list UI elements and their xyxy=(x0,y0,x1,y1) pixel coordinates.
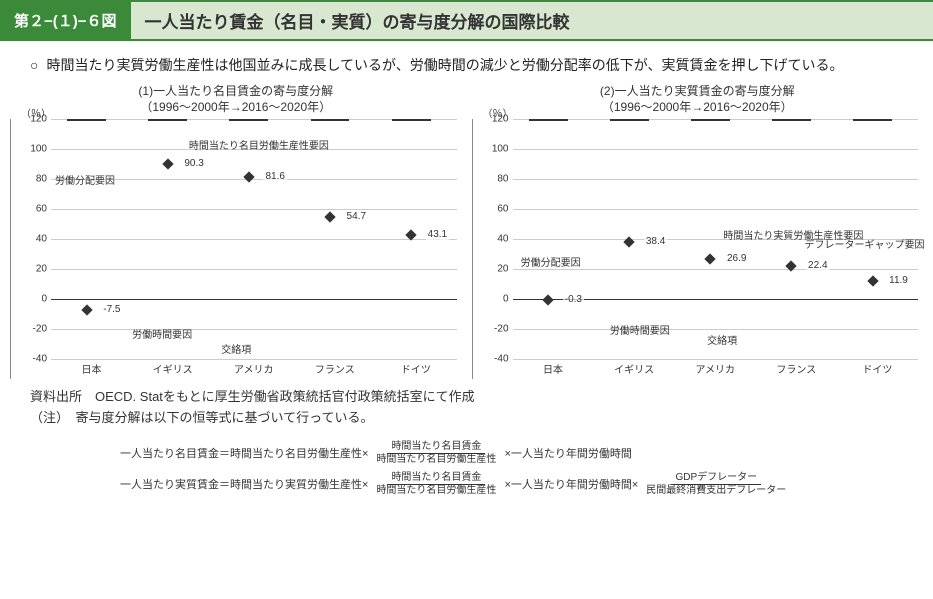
note-line: （注） 寄与度分解は以下の恒等式に基づいて行っている。 xyxy=(30,408,913,429)
y-tick: 80 xyxy=(13,174,47,185)
total-marker xyxy=(81,305,92,316)
total-marker xyxy=(786,260,797,271)
plot-area: -40-20020406080100120-7.590.381.654.743.… xyxy=(51,119,457,359)
total-value-label: 22.4 xyxy=(806,260,829,271)
total-value-label: -0.3 xyxy=(563,294,584,305)
bar-segment-cross xyxy=(691,119,730,121)
chart-right-title: (2)一人当たり実質賃金の寄与度分解（1996～2000年→2016～2020年… xyxy=(472,84,924,115)
y-tick: 100 xyxy=(13,144,47,155)
lead-text: 時間当たり実質労働生産性は他国並みに成長しているが、労働時間の減少と労働分配率の… xyxy=(0,41,933,84)
total-marker xyxy=(543,294,554,305)
chart-right: (2)一人当たり実質賃金の寄与度分解（1996～2000年→2016～2020年… xyxy=(472,84,924,379)
y-tick: 40 xyxy=(13,234,47,245)
source-line: 資料出所 OECD. Statをもとに厚生労働省政策統括官付政策統括室にて作成 xyxy=(30,387,913,408)
bar-slot: 54.7 xyxy=(294,119,375,359)
series-label: 労働分配要因 xyxy=(521,254,581,269)
total-marker xyxy=(324,211,335,222)
total-marker xyxy=(162,158,173,169)
x-label: 日本 xyxy=(51,361,132,379)
series-label: 交絡項 xyxy=(707,332,737,347)
total-value-label: 54.7 xyxy=(345,211,368,222)
total-value-label: 90.3 xyxy=(182,158,205,169)
total-value-label: 43.1 xyxy=(426,229,449,240)
x-axis: 日本イギリスアメリカフランスドイツ xyxy=(513,361,919,379)
y-tick: 0 xyxy=(13,294,47,305)
total-marker xyxy=(405,229,416,240)
chart-left: (1)一人当たり名目賃金の寄与度分解（1996～2000年→2016～2020年… xyxy=(10,84,462,379)
x-label: イギリス xyxy=(132,361,213,379)
y-tick: 40 xyxy=(475,234,509,245)
formula-2: 一人当たり実質賃金＝時間当たり実質労働生産性× 時間当たり名目賃金時間当たり名目… xyxy=(120,472,893,497)
series-label: デフレーターギャップ要因 xyxy=(804,236,924,251)
charts-container: (1)一人当たり名目賃金の寄与度分解（1996～2000年→2016～2020年… xyxy=(0,84,933,379)
y-tick: 60 xyxy=(13,204,47,215)
total-value-label: 26.9 xyxy=(725,253,748,264)
y-tick: 0 xyxy=(475,294,509,305)
x-axis: 日本イギリスアメリカフランスドイツ xyxy=(51,361,457,379)
source-block: 資料出所 OECD. Statをもとに厚生労働省政策統括官付政策統括室にて作成 … xyxy=(0,379,933,431)
x-label: イギリス xyxy=(594,361,675,379)
bars: -7.5 90.3 81.6 54.7 43.1 xyxy=(51,119,457,359)
bar-slot: 90.3 xyxy=(132,119,213,359)
bar-segment-cross xyxy=(853,119,892,121)
x-label: アメリカ xyxy=(675,361,756,379)
y-tick: -20 xyxy=(13,324,47,335)
bar-segment-cross xyxy=(610,119,649,121)
y-tick: 60 xyxy=(475,204,509,215)
total-value-label: 11.9 xyxy=(887,275,910,286)
chart-left-title: (1)一人当たり名目賃金の寄与度分解（1996～2000年→2016～2020年… xyxy=(10,84,462,115)
bar-segment-cross xyxy=(772,119,811,121)
total-marker xyxy=(243,171,254,182)
bar-segment-cross xyxy=(311,119,350,121)
total-value-label: -7.5 xyxy=(101,304,122,315)
total-marker xyxy=(705,253,716,264)
y-tick: 100 xyxy=(475,144,509,155)
x-label: アメリカ xyxy=(213,361,294,379)
series-label: 交絡項 xyxy=(221,341,251,356)
series-label: 労働時間要因 xyxy=(610,322,670,337)
series-label: 労働分配要因 xyxy=(55,172,115,187)
y-tick: 120 xyxy=(475,114,509,125)
plot-area: -40-20020406080100120-0.338.426.922.411.… xyxy=(513,119,919,359)
bar-segment-cross xyxy=(529,119,568,121)
bar-segment-cross xyxy=(148,119,187,121)
formula-1: 一人当たり名目賃金＝時間当たり名目労働生産性× 時間当たり名目賃金時間当たり名目… xyxy=(120,441,893,466)
y-tick: 20 xyxy=(13,264,47,275)
bar-slot: 81.6 xyxy=(213,119,294,359)
y-tick: 80 xyxy=(475,174,509,185)
y-tick: -40 xyxy=(475,354,509,365)
x-label: ドイツ xyxy=(837,361,918,379)
figure-title: 一人当たり賃金（名目・実質）の寄与度分解の国際比較 xyxy=(131,2,933,39)
series-label: 時間当たり名目労働生産性要因 xyxy=(189,137,329,152)
total-marker xyxy=(867,276,878,287)
grid-line xyxy=(51,359,457,360)
bar-segment-cross xyxy=(229,119,268,121)
figure-header: 第２−(１)−６図 一人当たり賃金（名目・実質）の寄与度分解の国際比較 xyxy=(0,0,933,41)
total-marker xyxy=(624,236,635,247)
x-label: 日本 xyxy=(513,361,594,379)
series-label: 労働時間要因 xyxy=(132,326,192,341)
y-tick: 20 xyxy=(475,264,509,275)
x-label: ドイツ xyxy=(375,361,456,379)
x-label: フランス xyxy=(294,361,375,379)
grid-line xyxy=(513,359,919,360)
formulas: 一人当たり名目賃金＝時間当たり名目労働生産性× 時間当たり名目賃金時間当たり名目… xyxy=(0,431,933,513)
y-tick: -20 xyxy=(475,324,509,335)
bar-segment-cross xyxy=(67,119,106,121)
total-value-label: 81.6 xyxy=(263,171,286,182)
y-tick: -40 xyxy=(13,354,47,365)
figure-number: 第２−(１)−６図 xyxy=(0,2,131,39)
total-value-label: 38.4 xyxy=(644,236,667,247)
bar-segment-cross xyxy=(392,119,431,121)
bar-slot: 43.1 xyxy=(375,119,456,359)
bar-slot: -7.5 xyxy=(51,119,132,359)
y-tick: 120 xyxy=(13,114,47,125)
x-label: フランス xyxy=(756,361,837,379)
bar-slot: -0.3 xyxy=(513,119,594,359)
